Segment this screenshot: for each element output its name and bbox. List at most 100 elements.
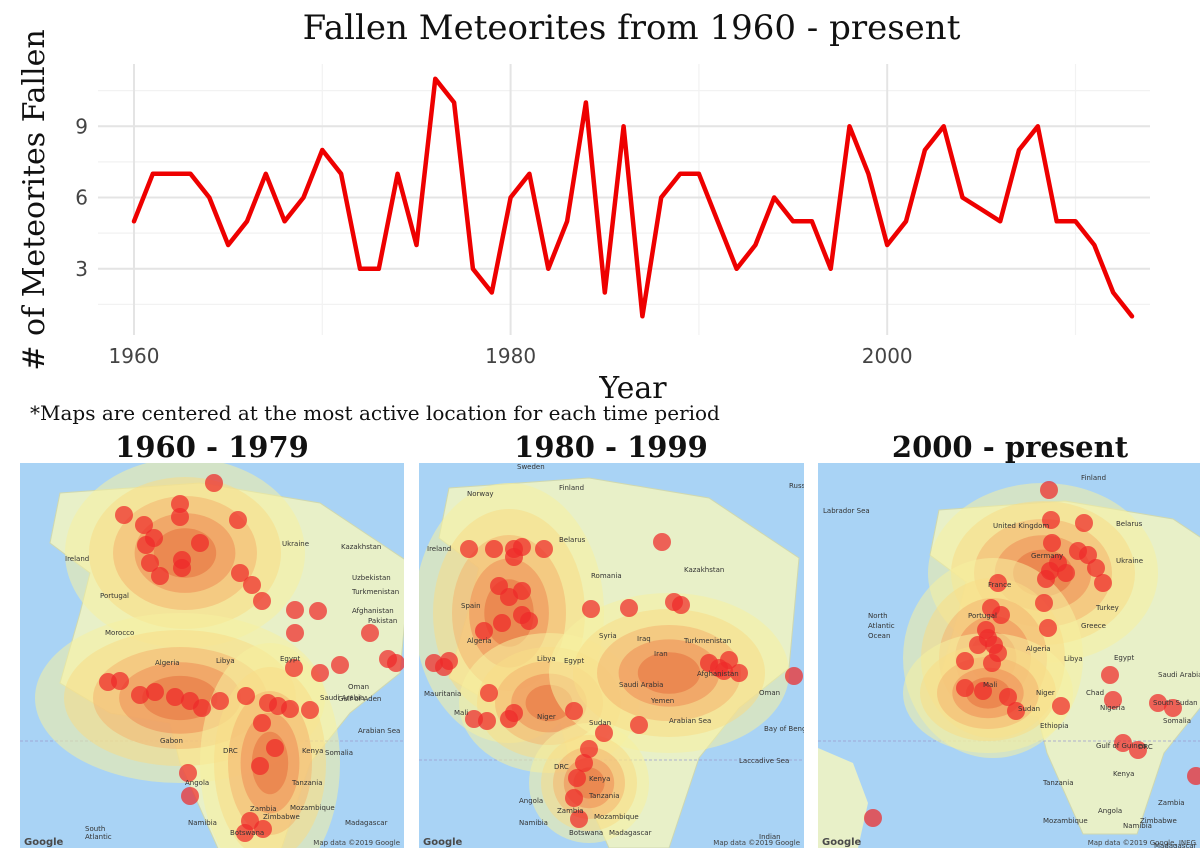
meteorite-point[interactable] [173,559,191,577]
map-1960-1979-canvas[interactable]: Ireland Portugal Morocco Algeria Libya Egypt S… [20,463,404,848]
meteorite-point[interactable] [1039,619,1057,637]
map-2000-present[interactable]: Finland Labrador Sea United Kingdom Belarus… [818,463,1200,848]
meteorite-point[interactable] [1101,666,1119,684]
meteorite-point[interactable] [236,824,254,842]
meteorite-point[interactable] [720,651,738,669]
meteorite-point[interactable] [1007,702,1025,720]
meteorite-point[interactable] [480,684,498,702]
meteorite-point[interactable] [956,652,974,670]
meteorite-point[interactable] [535,540,553,558]
meteorite-point[interactable] [992,606,1010,624]
meteorite-point[interactable] [513,582,531,600]
meteorite-point[interactable] [785,667,803,685]
map-1960-1979[interactable]: Ireland Portugal Morocco Algeria Libya Egypt S… [20,463,404,848]
meteorite-point[interactable] [989,574,1007,592]
meteorite-point[interactable] [478,712,496,730]
meteorite-point[interactable] [672,596,690,614]
meteorite-point[interactable] [171,508,189,526]
meteorite-point[interactable] [956,679,974,697]
meteorite-point[interactable] [179,764,197,782]
meteorite-point[interactable] [595,724,613,742]
meteorite-point[interactable] [331,656,349,674]
meteorite-point[interactable] [1057,564,1075,582]
meteorite-point[interactable] [181,787,199,805]
meteorite-point[interactable] [281,700,299,718]
meteorite-point[interactable] [505,704,523,722]
meteorite-point[interactable] [99,673,117,691]
meteorite-point[interactable] [485,540,503,558]
meteorite-point[interactable] [1052,697,1070,715]
meteorite-point[interactable] [253,714,271,732]
meteorite-point[interactable] [286,624,304,642]
meteorite-point[interactable] [505,548,523,566]
meteorite-point[interactable] [193,699,211,717]
meteorite-point[interactable] [730,664,748,682]
meteorite-point[interactable] [974,682,992,700]
meteorite-point[interactable] [1104,691,1122,709]
meteorite-point[interactable] [969,636,987,654]
meteorite-point[interactable] [1087,559,1105,577]
meteorite-point[interactable] [520,612,538,630]
meteorite-point[interactable] [243,576,261,594]
map-1980-1999[interactable]: Sweden Norway Finland Ireland Belarus Russia K… [419,463,804,848]
meteorite-point[interactable] [630,716,648,734]
meteorite-point[interactable] [141,554,159,572]
meteorite-point[interactable] [575,754,593,772]
meteorite-point[interactable] [999,688,1017,706]
meteorite-point[interactable] [387,654,404,672]
map-1980-1999-canvas[interactable]: Sweden Norway Finland Ireland Belarus Russia K… [419,463,804,848]
meteorite-point[interactable] [361,624,379,642]
meteorite-point[interactable] [1042,511,1060,529]
meteorite-point[interactable] [475,622,493,640]
meteorite-point[interactable] [254,820,272,838]
meteorite-point[interactable] [309,602,327,620]
meteorite-point[interactable] [1037,570,1055,588]
meteorite-point[interactable] [580,740,598,758]
meteorite-point[interactable] [1129,741,1147,759]
meteorite-point[interactable] [171,495,189,513]
meteorite-point[interactable] [137,536,155,554]
meteorite-point[interactable] [620,599,638,617]
meteorite-point[interactable] [131,686,149,704]
meteorite-point[interactable] [237,687,255,705]
meteorite-point[interactable] [582,600,600,618]
meteorite-point[interactable] [1114,734,1132,752]
meteorite-point[interactable] [1043,534,1061,552]
meteorite-point[interactable] [493,614,511,632]
meteorite-point[interactable] [301,701,319,719]
meteorite-point[interactable] [115,506,133,524]
meteorite-point[interactable] [653,533,671,551]
meteorite-point[interactable] [231,564,249,582]
meteorite-point[interactable] [311,664,329,682]
meteorite-point[interactable] [229,511,247,529]
meteorite-point[interactable] [191,534,209,552]
meteorite-point[interactable] [1040,481,1058,499]
meteorite-point[interactable] [983,654,1001,672]
meteorite-point[interactable] [146,683,164,701]
meteorite-point[interactable] [1149,694,1167,712]
meteorite-point[interactable] [135,516,153,534]
meteorite-point[interactable] [1075,514,1093,532]
meteorite-point[interactable] [568,769,586,787]
meteorite-point[interactable] [1079,546,1097,564]
meteorite-point[interactable] [286,601,304,619]
meteorite-point[interactable] [285,659,303,677]
meteorite-point[interactable] [565,789,583,807]
meteorite-point[interactable] [570,810,588,828]
meteorite-point[interactable] [205,474,223,492]
meteorite-point[interactable] [565,702,583,720]
meteorite-point[interactable] [864,809,882,827]
meteorite-point[interactable] [151,567,169,585]
meteorite-point[interactable] [211,692,229,710]
meteorite-point[interactable] [1094,574,1112,592]
meteorite-point[interactable] [435,658,453,676]
meteorite-point[interactable] [460,540,478,558]
meteorite-point[interactable] [251,757,269,775]
meteorite-point[interactable] [266,739,284,757]
map-2000-present-canvas[interactable]: Finland Labrador Sea United Kingdom Belarus… [818,463,1200,848]
meteorite-point[interactable] [253,592,271,610]
meteorite-point[interactable] [1035,594,1053,612]
meteorite-point[interactable] [166,688,184,706]
meteorite-point[interactable] [1164,699,1182,717]
meteorite-point[interactable] [1187,767,1200,785]
